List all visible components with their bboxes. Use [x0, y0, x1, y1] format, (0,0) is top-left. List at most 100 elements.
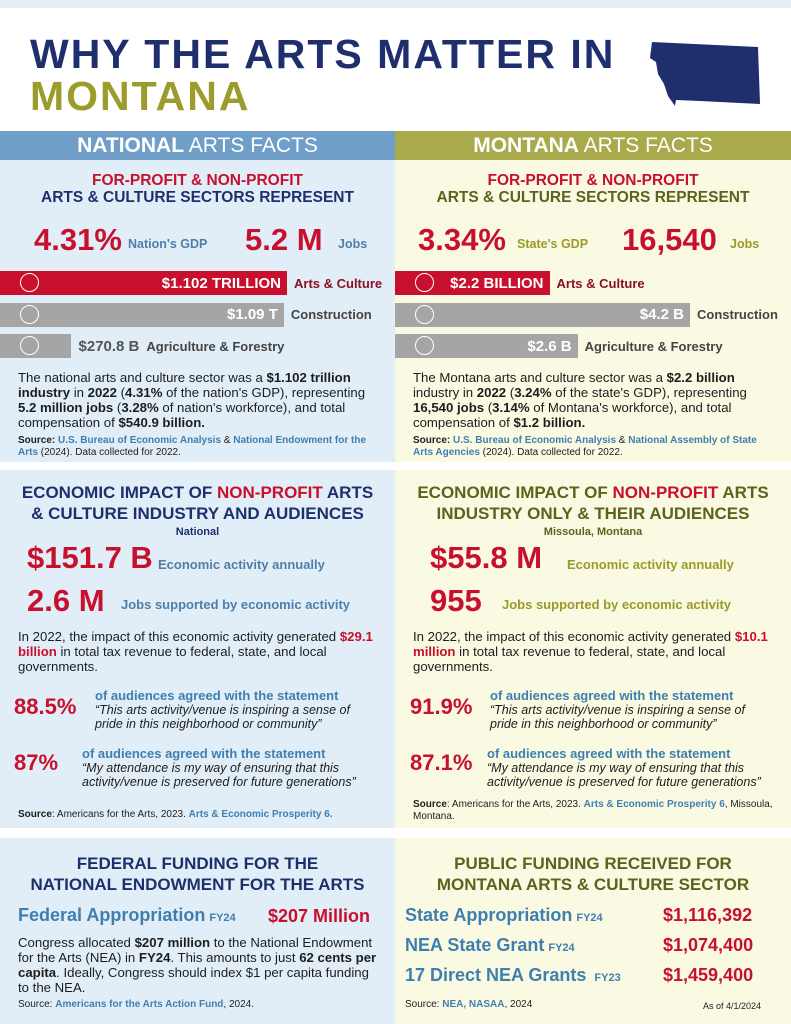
- bar-label: Arts & Culture: [294, 275, 383, 291]
- text-run: ARTS: [718, 483, 769, 502]
- fiscal-year: FY24: [209, 912, 236, 924]
- text-run: In 2022, the impact of this economic act…: [413, 629, 735, 644]
- text-run: . Ideally, Congress should index $1 per …: [18, 965, 369, 995]
- bar-label: Arts & Culture: [556, 275, 645, 291]
- text-run: ECONOMIC IMPACT OF: [21, 483, 218, 502]
- column-heading: MONTANA ARTS FACTS: [395, 131, 791, 160]
- text-run: 16,540 jobs: [413, 400, 485, 415]
- fiscal-year: FY24: [576, 912, 603, 924]
- bar-icon: [415, 273, 434, 292]
- heading: ECONOMIC IMPACT OF NON-PROFIT ARTS: [0, 482, 395, 503]
- heading-bold: MONTANA: [473, 134, 579, 157]
- funding-section: PUBLIC FUNDING RECEIVED FOR MONTANA ARTS…: [395, 838, 791, 1024]
- text-run: $540.9 billion.: [118, 415, 205, 430]
- top-strip: [0, 0, 791, 8]
- text-run: In 2022, the impact of this economic act…: [18, 629, 340, 644]
- text-run: The national arts and culture sector was…: [18, 370, 267, 385]
- bar-row: $2.2 BILLION Arts & Culture: [395, 271, 645, 295]
- source: Source: Americans for the Arts, 2023. Ar…: [413, 799, 778, 823]
- audience-value: 88.5%: [14, 694, 77, 719]
- audience-lead: of audiences agreed with the statement: [95, 688, 339, 703]
- bar: $1.102 TRILLION: [0, 271, 287, 295]
- text-run: $2.2 billion: [666, 370, 735, 385]
- bar-chart: $1.102 TRILLION Arts & Culture $1.09 T Cons…: [0, 271, 395, 361]
- link[interactable]: U.S. Bureau of Economic Analysis: [453, 435, 617, 446]
- text-run: Source: [413, 799, 447, 810]
- text-run: (2024). Data collected for 2022.: [38, 447, 181, 458]
- bar-label: Agriculture & Forestry: [146, 338, 285, 354]
- bar-row: $2.6 B Agriculture & Forestry: [395, 334, 723, 358]
- text-run: 4.31%: [125, 385, 163, 400]
- text-run: (: [484, 400, 493, 415]
- bar-value-label: $270.8 B: [78, 337, 140, 355]
- impact-section: ECONOMIC IMPACT OF NON-PROFIT ARTS INDUS…: [395, 470, 791, 828]
- fiscal-year: FY24: [548, 942, 575, 954]
- link[interactable]: Americans for the Arts Action Fund: [55, 999, 224, 1010]
- text-run: &: [616, 435, 629, 446]
- bar-value-label: $1.09 T: [226, 306, 278, 323]
- text-run: 3.28%: [121, 400, 159, 415]
- text-run: , 2024: [504, 999, 533, 1010]
- subheading: National: [175, 526, 220, 538]
- funding-amount: $207 Million: [268, 906, 371, 926]
- impact-section: ECONOMIC IMPACT OF NON-PROFIT ARTS & CUL…: [0, 470, 395, 828]
- stat-label: Jobs: [338, 237, 368, 251]
- link[interactable]: National Assembly of State Arts Agencies: [413, 435, 757, 458]
- text-run: : Americans for the Arts, 2023.: [446, 799, 584, 810]
- text-run: NON-PROFIT: [217, 483, 323, 502]
- bar: $1.09 T: [0, 302, 284, 327]
- link[interactable]: Arts & Economic Prosperity 6.: [188, 809, 333, 820]
- bar-label: Agriculture & Forestry: [584, 338, 723, 354]
- link[interactable]: NEA, NASAA: [442, 999, 505, 1010]
- bar-chart: $2.2 BILLION Arts & Culture $4.2 B Construc…: [395, 271, 791, 361]
- text-run: $1.2 billion.: [513, 415, 586, 430]
- audience-quote: “This arts activity/venue is inspiring a…: [95, 703, 350, 731]
- link[interactable]: Arts & Economic Prosperity 6: [583, 799, 725, 810]
- source: Source: U.S. Bureau of Economic Analysis…: [18, 435, 368, 459]
- text-run: : Americans for the Arts, 2023.: [51, 809, 189, 820]
- link[interactable]: National Endowment for the Arts: [18, 435, 367, 458]
- stat-label: Economic activity annually: [158, 557, 325, 572]
- stat-value: 3.34%: [418, 222, 506, 257]
- bar-row: $1.102 TRILLION Arts & Culture: [0, 271, 382, 295]
- bar: $2.2 BILLION: [395, 271, 550, 295]
- text-run: of Montana's workforce), and total compe…: [413, 400, 732, 430]
- text-run: NON-PROFIT: [612, 483, 719, 502]
- funding-section: FEDERAL FUNDING FOR THE NATIONAL ENDOWME…: [0, 838, 395, 1024]
- montana-map: [650, 42, 760, 106]
- audience-quote: “My attendance is my way of ensuring tha…: [487, 761, 761, 789]
- text-run: 5.2 million jobs: [18, 400, 114, 415]
- text-run: (2024). Data collected for 2022.: [479, 447, 623, 458]
- text-run: $29.1 billion: [18, 629, 373, 659]
- source: Source: NEA, NASAA, 2024: [405, 999, 532, 1011]
- funding-amount: $1,459,400: [663, 965, 754, 985]
- bar-label: Construction: [697, 307, 778, 322]
- text-run: &: [221, 435, 234, 446]
- stat-label: Jobs supported by economic activity: [502, 597, 731, 612]
- heading: & CULTURE INDUSTRY AND AUDIENCES: [0, 503, 395, 524]
- stat-label: Jobs supported by economic activity: [121, 597, 350, 612]
- funding-row: Federal Appropriation FY24: [18, 905, 236, 926]
- heading: FOR-PROFIT & NON-PROFIT: [487, 172, 699, 189]
- heading-text: ARTS FACTS: [583, 134, 713, 157]
- text-run: Source: [18, 809, 52, 820]
- text-run: (: [506, 385, 515, 400]
- heading: FEDERAL FUNDING FOR THE: [76, 854, 319, 873]
- text-run: Source:: [18, 435, 59, 446]
- bar-icon: [415, 304, 434, 324]
- text-run: The Montana arts and culture sector was …: [413, 370, 667, 385]
- text-run: Source:: [405, 999, 443, 1010]
- source: Source: Americans for the Arts, 2023. Ar…: [18, 809, 378, 821]
- audience-quote: “This arts activity/venue is inspiring a…: [490, 703, 745, 731]
- funding-label: State Appropriation: [405, 905, 573, 925]
- text-run: of the nation's GDP), representing: [162, 385, 366, 400]
- stat-value: $55.8 M: [430, 540, 543, 575]
- text-run: FY24: [138, 950, 171, 965]
- funding-row: State Appropriation FY24: [405, 905, 603, 926]
- bar-icon: [20, 304, 39, 324]
- link[interactable]: U.S. Bureau of Economic Analysis: [58, 435, 222, 446]
- funding-label: Federal Appropriation: [18, 905, 206, 925]
- fiscal-year: FY23: [594, 972, 621, 984]
- facts-section: FOR-PROFIT & NON-PROFIT ARTS & CULTURE S…: [395, 160, 791, 462]
- audience-value: 87.1%: [410, 750, 473, 775]
